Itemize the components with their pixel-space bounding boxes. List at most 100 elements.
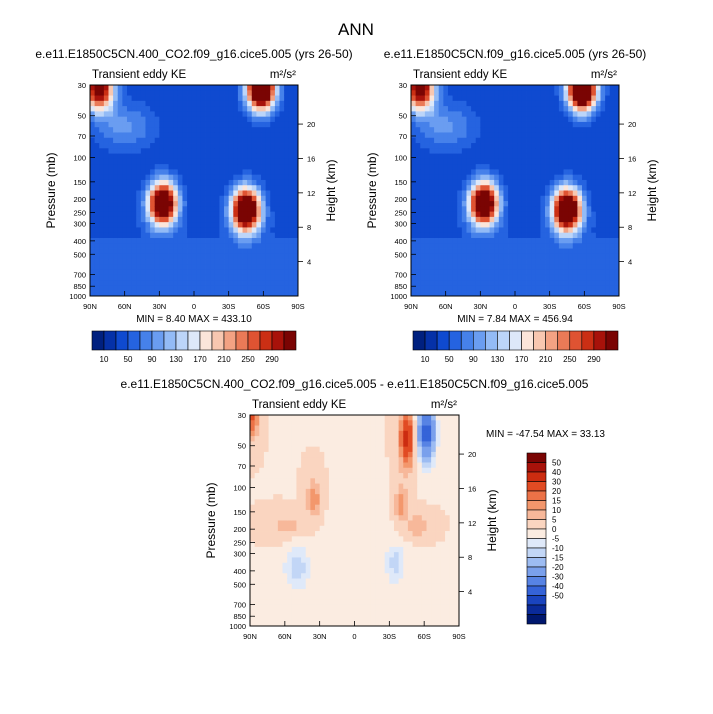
field-cell — [228, 106, 234, 112]
field-cell — [301, 546, 307, 553]
field-cell — [94, 116, 100, 123]
field-cell — [177, 100, 183, 107]
field-cell — [540, 285, 546, 292]
field-cell — [251, 111, 257, 118]
field-cell — [279, 132, 285, 139]
field-cell — [263, 573, 269, 579]
field-cell — [471, 190, 477, 197]
field-cell — [452, 174, 458, 181]
field-cell — [508, 280, 514, 286]
field-cell — [251, 264, 257, 271]
field-cell — [117, 143, 123, 149]
field-cell — [568, 179, 574, 186]
field-cell — [338, 467, 344, 474]
field-cell — [224, 269, 230, 276]
field-cell — [443, 185, 449, 191]
field-cell — [328, 536, 334, 543]
field-cell — [498, 274, 504, 281]
field-cell — [531, 169, 537, 176]
field-cell — [113, 232, 119, 239]
field-cell — [168, 269, 174, 276]
field-cell — [586, 116, 592, 123]
field-cell — [600, 132, 606, 139]
field-cell — [352, 515, 358, 521]
field-cell — [429, 243, 435, 249]
field-cell — [498, 248, 504, 255]
field-cell — [154, 116, 160, 123]
field-cell — [273, 515, 279, 521]
field-cell — [219, 185, 225, 191]
field-cell — [315, 557, 321, 564]
field-cell — [471, 121, 477, 128]
field-cell — [324, 488, 330, 495]
field-cell — [466, 169, 472, 176]
field-cell — [443, 148, 449, 154]
field-cell — [256, 243, 262, 249]
field-cell — [361, 594, 367, 601]
field-cell — [145, 232, 151, 239]
field-cell — [233, 227, 239, 234]
field-cell — [282, 488, 288, 495]
field-cell — [475, 206, 481, 212]
field-cell — [282, 546, 288, 553]
field-cell — [517, 243, 523, 249]
field-cell — [366, 478, 372, 484]
field-cell — [508, 285, 514, 292]
field-cell — [389, 599, 395, 606]
field-cell — [461, 179, 467, 186]
field-cell — [498, 116, 504, 123]
field-cell — [568, 253, 574, 260]
field-cell — [457, 148, 463, 154]
field-cell — [461, 216, 467, 223]
field-cell — [251, 100, 257, 107]
field-cell — [173, 153, 179, 160]
field-cell — [117, 158, 123, 165]
field-cell — [526, 248, 532, 255]
field-cell — [90, 227, 96, 234]
field-cell — [434, 143, 440, 149]
field-cell — [177, 227, 183, 234]
field-cell — [279, 148, 285, 154]
field-cell — [558, 143, 564, 149]
field-cell — [319, 494, 325, 500]
field-cell — [196, 116, 202, 123]
field-cell — [586, 190, 592, 197]
field-cell — [117, 153, 123, 160]
field-cell — [540, 232, 546, 239]
field-cell — [163, 253, 169, 260]
field-cell — [140, 116, 146, 123]
field-cell — [361, 441, 367, 448]
field-cell — [595, 232, 601, 239]
field-cell — [535, 253, 541, 260]
field-cell — [361, 620, 367, 627]
field-cell — [420, 85, 426, 91]
stats-label: MIN = 8.40 MAX = 433.10 — [136, 314, 252, 325]
field-cell — [279, 227, 285, 234]
field-cell — [242, 290, 248, 297]
field-cell — [315, 473, 321, 479]
field-cell — [270, 195, 276, 202]
field-cell — [434, 237, 440, 244]
field-cell — [108, 269, 114, 276]
field-cell — [352, 589, 358, 595]
field-cell — [471, 227, 477, 234]
field-cell — [554, 248, 560, 255]
field-cell — [196, 222, 202, 228]
field-cell — [287, 430, 293, 437]
field-cell — [265, 237, 271, 244]
field-cell — [177, 158, 183, 165]
field-cell — [438, 137, 444, 144]
y-tick-label: 100 — [73, 153, 86, 162]
field-cell — [301, 541, 307, 548]
field-cell — [591, 121, 597, 128]
field-cell — [563, 243, 569, 249]
field-cell — [356, 441, 362, 448]
field-cell — [103, 116, 109, 123]
field-cell — [279, 164, 285, 170]
field-cell — [480, 121, 486, 128]
field-cell — [268, 504, 274, 511]
field-cell — [145, 243, 151, 249]
field-cell — [288, 248, 294, 255]
field-cell — [224, 227, 230, 234]
field-cell — [173, 106, 179, 112]
